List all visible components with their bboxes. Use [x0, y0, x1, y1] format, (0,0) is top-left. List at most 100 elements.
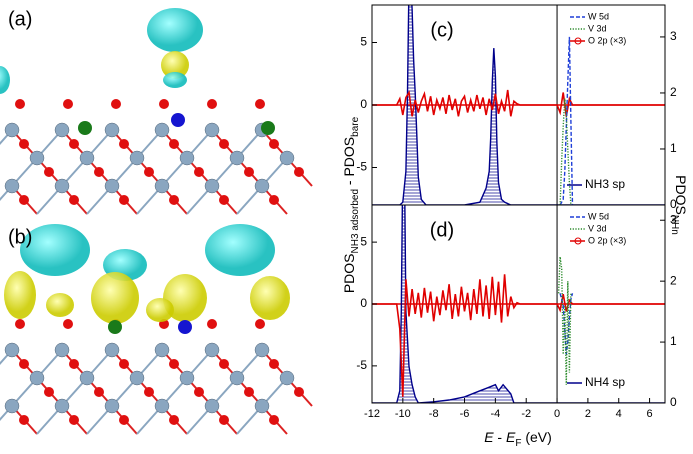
atom — [129, 370, 145, 386]
x-axis-label-part: - — [494, 429, 506, 445]
atom — [44, 167, 54, 177]
atom — [269, 139, 279, 149]
atom — [29, 370, 45, 386]
atom — [104, 398, 120, 414]
atom — [269, 415, 279, 425]
y-axis-label-part: bare — [350, 116, 361, 136]
x-tick-label: -4 — [490, 408, 500, 420]
atom — [269, 195, 279, 205]
density — [147, 8, 203, 52]
atom — [19, 139, 29, 149]
atom — [219, 415, 229, 425]
y-tick-label: -5 — [356, 358, 367, 372]
atom — [44, 387, 54, 397]
atom — [178, 320, 192, 334]
legend-label: W 5d — [588, 211, 609, 221]
y-tick-label: 0 — [360, 97, 367, 111]
atom — [54, 342, 70, 358]
density — [205, 224, 275, 276]
atom — [154, 178, 170, 194]
y2-tick-label: 3 — [670, 212, 677, 226]
y2-tick-label: 1 — [670, 334, 677, 348]
y-axis-label-part: - PDOS — [341, 137, 357, 189]
atom — [279, 370, 295, 386]
atom — [154, 122, 170, 138]
panel: -5 0 5 0 1 2 3 -12 -10 -8 -6 -4 -2 0 2 4 6 (d) W 5d V 3d O 2… — [356, 204, 677, 420]
y2-axis-label: PDOSNHn — [669, 175, 689, 235]
y2-axis-label-part: NHn — [669, 215, 680, 235]
y-tick-label: 5 — [360, 35, 367, 49]
atom — [69, 139, 79, 149]
series-fill — [372, 205, 665, 403]
atom — [144, 167, 154, 177]
atom — [204, 122, 220, 138]
x-tick-label: -6 — [460, 408, 470, 420]
series-line — [372, 274, 665, 397]
atom — [204, 398, 220, 414]
series-line — [557, 256, 572, 385]
atom — [207, 99, 217, 109]
atom — [169, 359, 179, 369]
image-label: (a) — [8, 8, 32, 30]
x-tick-label: 4 — [616, 408, 622, 420]
atom — [79, 150, 95, 166]
density — [4, 271, 36, 319]
atom — [119, 195, 129, 205]
density — [20, 224, 90, 276]
legend-label: V 3d — [588, 223, 607, 233]
legend-label: O 2p (×3) — [588, 35, 626, 45]
atom — [229, 370, 245, 386]
y2-tick-label: 3 — [670, 29, 677, 43]
density — [161, 51, 189, 79]
x-axis-label-part: E — [484, 429, 494, 445]
x-tick-label: 0 — [554, 408, 560, 420]
atom — [219, 195, 229, 205]
atom — [4, 178, 20, 194]
atom — [154, 342, 170, 358]
atom — [104, 122, 120, 138]
x-tick-label: 2 — [585, 408, 591, 420]
legend-marker — [574, 37, 582, 45]
legend-label: W 5d — [588, 11, 609, 21]
atom — [4, 122, 20, 138]
atom — [144, 387, 154, 397]
atom — [108, 320, 122, 334]
atom — [69, 359, 79, 369]
atom — [19, 415, 29, 425]
atom — [129, 150, 145, 166]
atom — [154, 398, 170, 414]
atom — [229, 150, 245, 166]
atom — [63, 99, 73, 109]
x-axis-label-part: E — [506, 429, 516, 445]
atom — [104, 342, 120, 358]
atom — [4, 398, 20, 414]
series-line — [372, 89, 665, 117]
atom — [169, 195, 179, 205]
atom — [179, 370, 195, 386]
atom — [204, 178, 220, 194]
y2-tick-label: 2 — [670, 85, 677, 99]
atom — [159, 99, 169, 109]
x-axis-label-part: (eV) — [521, 429, 551, 445]
atom — [69, 195, 79, 205]
atom — [19, 359, 29, 369]
y2-axis-label-part: PDOS — [673, 175, 689, 215]
y2-tick-label: 1 — [670, 141, 677, 155]
atom — [244, 387, 254, 397]
atom — [19, 195, 29, 205]
slab — [0, 8, 313, 215]
x-tick-label: -8 — [429, 408, 439, 420]
atom — [79, 370, 95, 386]
atom — [63, 319, 73, 329]
density — [163, 72, 187, 88]
y-axis-label-part: PDOS — [341, 253, 357, 293]
atom — [4, 342, 20, 358]
y2-tick-label: 0 — [670, 197, 677, 211]
x-tick-label: -12 — [364, 408, 380, 420]
y-tick-label: 5 — [360, 234, 367, 248]
atom — [261, 121, 275, 135]
atom — [169, 415, 179, 425]
atom — [54, 398, 70, 414]
series-line — [559, 293, 574, 355]
